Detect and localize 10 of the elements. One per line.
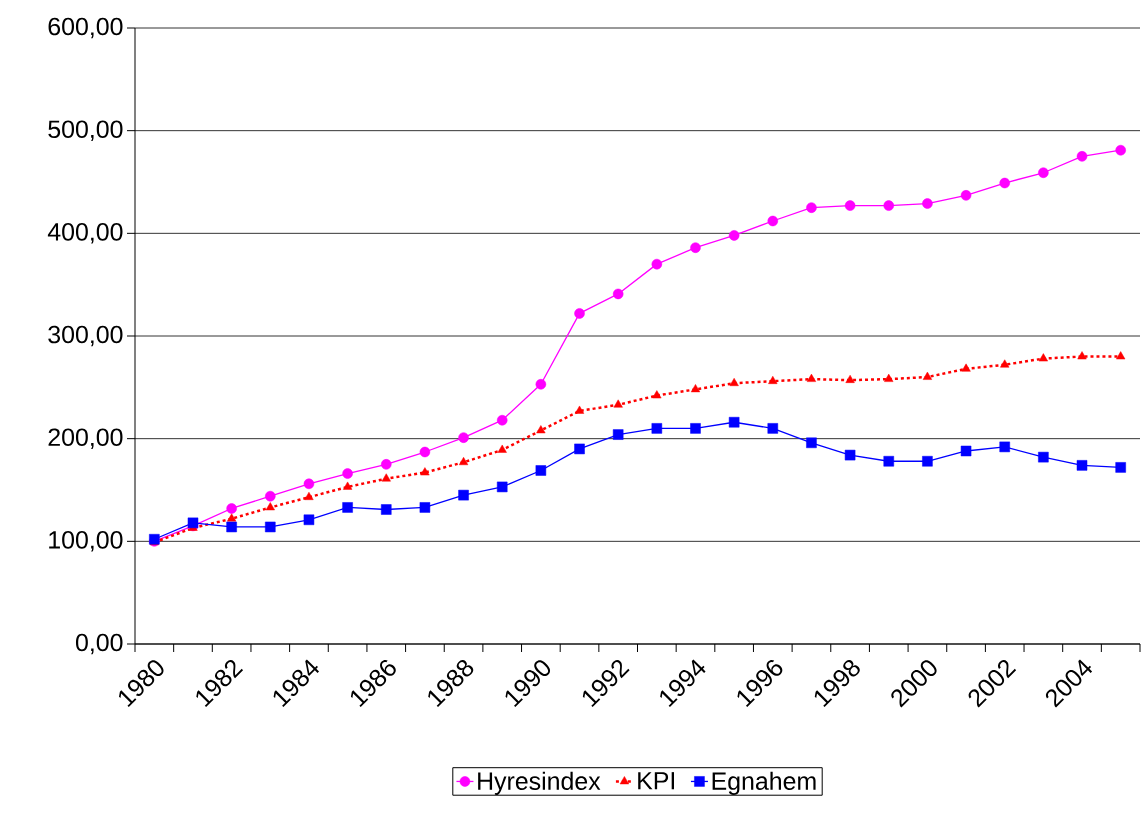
legend-label: KPI	[638, 772, 675, 790]
y-tick-label: 300,00	[48, 325, 123, 347]
y-tick-label: 600,00	[48, 17, 123, 39]
legend-label: Hyresindex	[478, 771, 601, 795]
y-tick-label: 500,00	[48, 120, 123, 141]
legend-label: Egnahem	[712, 771, 816, 795]
y-tick-label: 200,00	[48, 428, 123, 449]
y-tick-label: 0,00	[75, 633, 123, 655]
y-tick-label: 100,00	[49, 531, 123, 552]
y-tick-label: 400,00	[47, 223, 123, 244]
